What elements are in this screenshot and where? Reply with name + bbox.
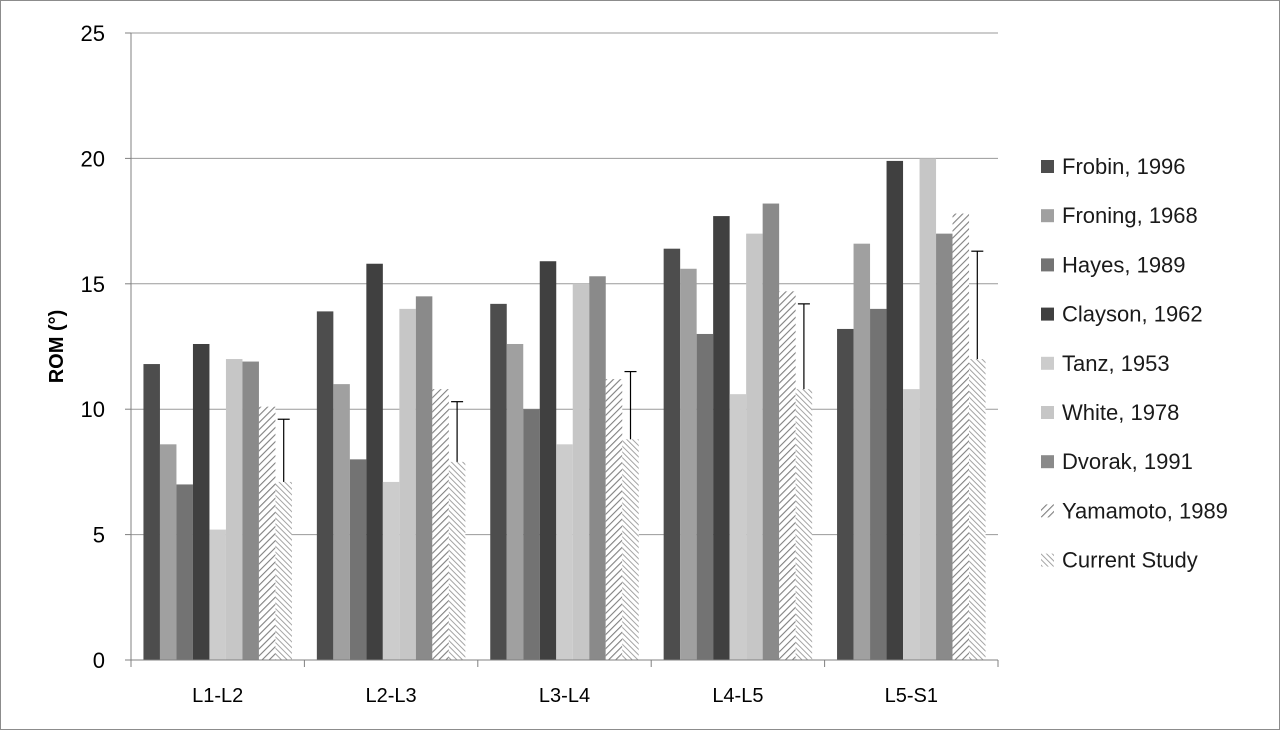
bar-yamamoto-1989-l5-s1 xyxy=(952,213,970,661)
bar-yamamoto-1989-l4-l5 xyxy=(779,291,796,660)
legend-swatch-froning-1968 xyxy=(1041,209,1054,223)
bar-dvorak-1991-l3-l4 xyxy=(589,276,606,660)
error-bars xyxy=(277,250,984,482)
x-tick-label-l3-l4: L3-L4 xyxy=(539,685,590,707)
bar-white-1978-l1-l2 xyxy=(225,359,243,660)
bar-white-1978-l4-l5 xyxy=(746,233,763,660)
bar-hayes-1989-l3-l4 xyxy=(523,409,540,660)
bar-dvorak-1991-l2-l3 xyxy=(415,296,433,660)
legend-label-current-study: Current Study xyxy=(1062,548,1198,573)
bar-frobin-1996-l3-l4 xyxy=(490,303,507,660)
legend-swatch-current-study xyxy=(1041,553,1054,567)
legend-label-tanz-1953: Tanz, 1953 xyxy=(1062,351,1170,376)
bar-dvorak-1991-l5-s1 xyxy=(936,233,953,660)
bar-froning-1968-l1-l2 xyxy=(159,444,177,660)
bar-white-1978-l3-l4 xyxy=(572,283,590,660)
bar-frobin-1996-l5-s1 xyxy=(837,328,854,660)
y-tick-label: 0 xyxy=(93,648,105,673)
legend-label-clayson-1962: Clayson, 1962 xyxy=(1062,302,1203,327)
bar-tanz-1953-l5-s1 xyxy=(903,389,920,660)
bar-tanz-1953-l1-l2 xyxy=(209,529,226,660)
bar-dvorak-1991-l4-l5 xyxy=(762,203,780,660)
bar-yamamoto-1989-l3-l4 xyxy=(605,379,623,660)
legend-label-white-1978: White, 1978 xyxy=(1062,400,1179,425)
axes: 0 5 10 15 20 25 ROM (°) L1-L2 L2-L3 L3-L4 L4-L5 L5-… xyxy=(46,21,999,707)
x-tick-label-l1-l2: L1-L2 xyxy=(192,685,243,707)
bar-frobin-1996-l1-l2 xyxy=(143,364,160,660)
bar-froning-1968-l5-s1 xyxy=(853,243,871,660)
x-tick-label-l4-l5: L4-L5 xyxy=(712,685,763,707)
bar-clayson-1962-l5-s1 xyxy=(886,160,904,660)
bar-hayes-1989-l2-l3 xyxy=(349,459,367,660)
bar-clayson-1962-l3-l4 xyxy=(539,261,557,660)
bar-current-study-l3-l4 xyxy=(622,439,639,660)
bar-tanz-1953-l2-l3 xyxy=(382,481,400,660)
bar-yamamoto-1989-l2-l3 xyxy=(432,389,449,660)
legend-swatch-frobin-1996 xyxy=(1041,160,1054,173)
bar-frobin-1996-l2-l3 xyxy=(316,311,334,660)
bar-hayes-1989-l4-l5 xyxy=(696,333,714,660)
bar-froning-1968-l3-l4 xyxy=(506,343,524,660)
bar-dvorak-1991-l1-l2 xyxy=(242,361,259,660)
bar-tanz-1953-l3-l4 xyxy=(556,444,573,660)
legend-swatch-tanz-1953 xyxy=(1041,356,1054,370)
legend-label-hayes-1989: Hayes, 1989 xyxy=(1062,252,1186,277)
bar-current-study-l4-l5 xyxy=(795,389,813,660)
bar-current-study-l1-l2 xyxy=(275,481,292,660)
y-tick-label: 20 xyxy=(81,146,105,171)
bar-froning-1968-l2-l3 xyxy=(333,384,350,660)
bar-hayes-1989-l1-l2 xyxy=(176,484,193,660)
bar-current-study-l5-s1 xyxy=(969,359,986,660)
bar-froning-1968-l4-l5 xyxy=(680,268,697,660)
bar-frobin-1996-l4-l5 xyxy=(663,248,681,661)
x-tick-label-l5-s1: L5-S1 xyxy=(885,685,938,707)
legend: Frobin, 1996 Froning, 1968 Hayes, 1989 Clay… xyxy=(1041,154,1228,573)
bar-clayson-1962-l4-l5 xyxy=(713,216,730,661)
y-tick-label: 25 xyxy=(81,21,105,46)
legend-label-frobin-1996: Frobin, 1996 xyxy=(1062,154,1186,179)
y-tick-label: 15 xyxy=(81,272,105,297)
bar-white-1978-l5-s1 xyxy=(919,158,937,660)
y-axis-title: ROM (°) xyxy=(46,310,68,384)
bar-clayson-1962-l2-l3 xyxy=(366,263,383,660)
legend-label-froning-1968: Froning, 1968 xyxy=(1062,203,1198,228)
legend-swatch-yamamoto-1989 xyxy=(1041,504,1054,518)
legend-label-yamamoto-1989: Yamamoto, 1989 xyxy=(1062,498,1228,523)
bar-current-study-l2-l3 xyxy=(448,461,466,660)
legend-label-dvorak-1991: Dvorak, 1991 xyxy=(1062,449,1193,474)
bar-tanz-1953-l4-l5 xyxy=(729,394,747,660)
bars xyxy=(143,158,986,661)
bar-clayson-1962-l1-l2 xyxy=(192,343,210,660)
bar-white-1978-l2-l3 xyxy=(399,308,416,660)
y-tick-label: 10 xyxy=(81,397,105,422)
legend-swatch-dvorak-1991 xyxy=(1041,455,1054,469)
bar-hayes-1989-l5-s1 xyxy=(870,308,887,660)
bar-yamamoto-1989-l1-l2 xyxy=(258,406,276,660)
legend-swatch-clayson-1962 xyxy=(1041,307,1054,321)
y-tick-label: 5 xyxy=(93,523,105,548)
legend-swatch-white-1978 xyxy=(1041,406,1054,419)
legend-swatch-hayes-1989 xyxy=(1041,258,1054,272)
x-tick-label-l2-l3: L2-L3 xyxy=(366,685,417,707)
